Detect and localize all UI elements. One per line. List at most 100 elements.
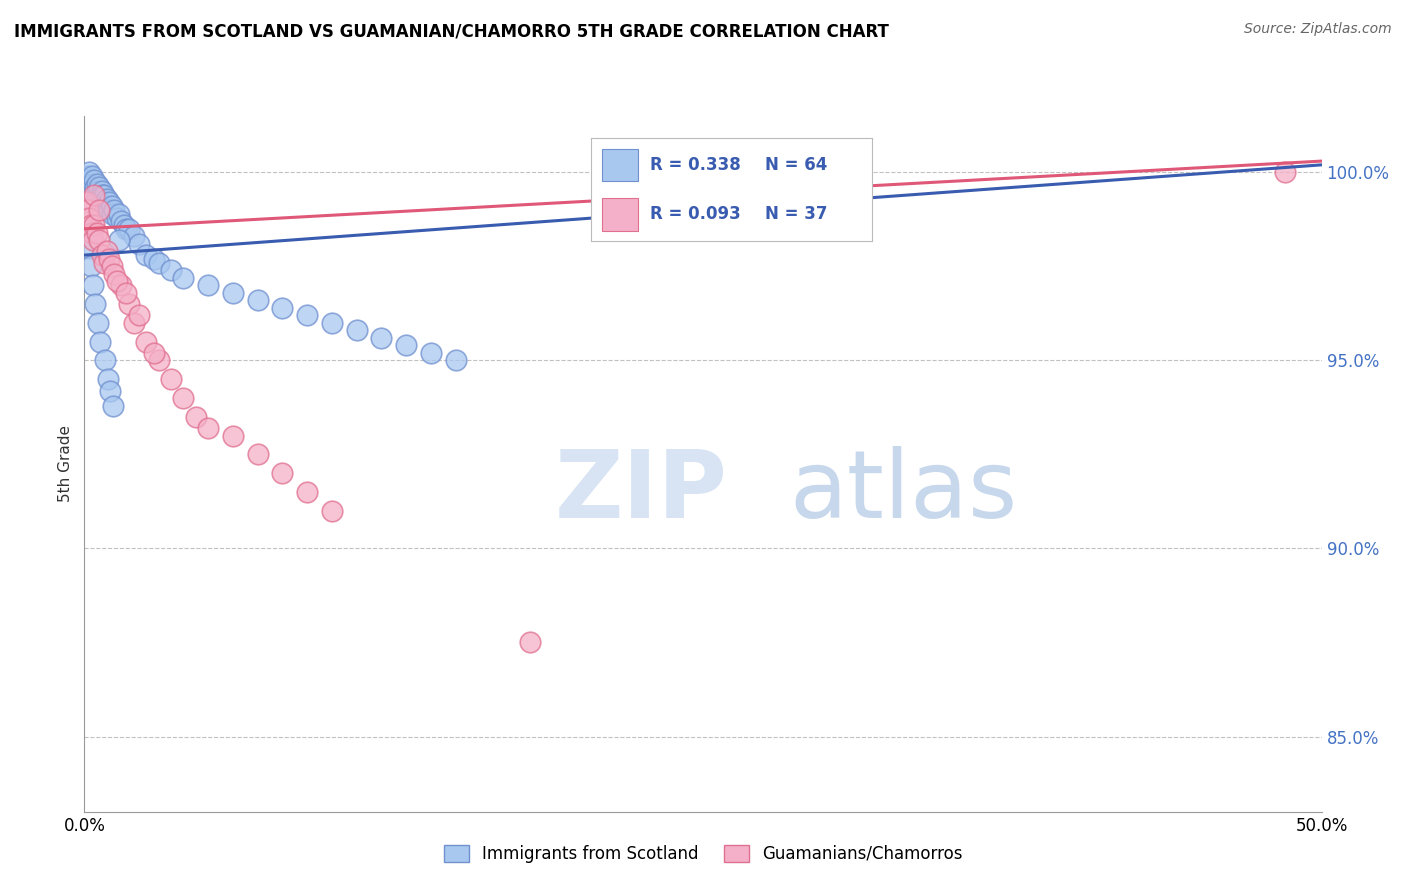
Point bbox=[89, 180, 111, 194]
Point bbox=[197, 278, 219, 293]
Point bbox=[90, 188, 112, 202]
Point bbox=[128, 236, 150, 251]
Point bbox=[100, 199, 122, 213]
Point bbox=[444, 353, 467, 368]
Point bbox=[148, 255, 170, 269]
Point bbox=[1274, 165, 1296, 179]
Point bbox=[96, 199, 118, 213]
Point bbox=[98, 195, 121, 210]
Point bbox=[271, 301, 294, 315]
Point bbox=[97, 372, 120, 386]
Point bbox=[83, 188, 105, 202]
Point bbox=[82, 177, 104, 191]
Point bbox=[83, 218, 105, 232]
Point bbox=[108, 207, 131, 221]
Point bbox=[172, 270, 194, 285]
Y-axis label: 5th Grade: 5th Grade bbox=[58, 425, 73, 502]
Point bbox=[80, 169, 103, 183]
Point bbox=[77, 241, 100, 255]
Point bbox=[93, 255, 115, 269]
Point bbox=[77, 169, 100, 183]
Point bbox=[160, 263, 183, 277]
Point bbox=[271, 467, 294, 481]
Point bbox=[148, 353, 170, 368]
Point bbox=[100, 207, 122, 221]
Point bbox=[122, 316, 145, 330]
Point bbox=[87, 316, 110, 330]
Point bbox=[89, 334, 111, 349]
Point bbox=[86, 177, 108, 191]
Point bbox=[89, 202, 111, 217]
Point bbox=[184, 409, 207, 424]
Point bbox=[115, 285, 138, 300]
Text: atlas: atlas bbox=[790, 446, 1018, 538]
Point bbox=[80, 226, 103, 240]
Point bbox=[110, 278, 132, 293]
Point bbox=[93, 188, 115, 202]
Point bbox=[94, 353, 117, 368]
Point bbox=[321, 316, 343, 330]
Point bbox=[79, 173, 101, 187]
Point bbox=[79, 177, 101, 191]
Point bbox=[89, 233, 111, 247]
Point bbox=[76, 173, 98, 187]
Point bbox=[82, 278, 104, 293]
Point bbox=[118, 297, 141, 311]
Point bbox=[84, 180, 107, 194]
Text: N = 37: N = 37 bbox=[765, 205, 827, 223]
Point bbox=[115, 221, 138, 235]
Point bbox=[295, 485, 318, 500]
Text: ZIP: ZIP bbox=[554, 446, 727, 538]
Text: IMMIGRANTS FROM SCOTLAND VS GUAMANIAN/CHAMORRO 5TH GRADE CORRELATION CHART: IMMIGRANTS FROM SCOTLAND VS GUAMANIAN/CH… bbox=[14, 22, 889, 40]
Point bbox=[93, 195, 115, 210]
Point bbox=[246, 293, 269, 308]
Point bbox=[91, 192, 114, 206]
Point bbox=[76, 195, 98, 210]
Point bbox=[142, 252, 165, 266]
Point bbox=[108, 233, 131, 247]
Point bbox=[79, 218, 101, 232]
Point bbox=[105, 211, 128, 225]
Point bbox=[87, 184, 110, 198]
Point bbox=[118, 221, 141, 235]
Point bbox=[295, 308, 318, 322]
Point bbox=[128, 308, 150, 322]
Text: R = 0.338: R = 0.338 bbox=[650, 156, 741, 174]
Point bbox=[98, 384, 121, 398]
Point bbox=[84, 297, 107, 311]
Point bbox=[98, 252, 121, 266]
Bar bbox=[602, 149, 638, 181]
Point bbox=[419, 346, 441, 360]
Text: Source: ZipAtlas.com: Source: ZipAtlas.com bbox=[1244, 22, 1392, 37]
Point bbox=[135, 334, 157, 349]
Point bbox=[222, 428, 245, 442]
Point bbox=[100, 260, 122, 274]
Text: R = 0.093: R = 0.093 bbox=[650, 205, 741, 223]
Point bbox=[222, 285, 245, 300]
Point bbox=[98, 202, 121, 217]
Bar bbox=[602, 198, 638, 230]
Point bbox=[86, 226, 108, 240]
Point bbox=[142, 346, 165, 360]
Point bbox=[105, 275, 128, 289]
Point bbox=[83, 184, 105, 198]
Point bbox=[370, 331, 392, 345]
Point bbox=[246, 447, 269, 461]
Point bbox=[122, 229, 145, 244]
Point bbox=[101, 399, 124, 413]
Point bbox=[395, 338, 418, 352]
Point bbox=[519, 635, 541, 649]
Point bbox=[160, 372, 183, 386]
Point bbox=[346, 323, 368, 337]
Point bbox=[86, 188, 108, 202]
Point bbox=[90, 184, 112, 198]
Text: N = 64: N = 64 bbox=[765, 156, 827, 174]
Point bbox=[90, 248, 112, 262]
Point bbox=[79, 165, 101, 179]
Point bbox=[79, 260, 101, 274]
Point bbox=[172, 391, 194, 405]
Point bbox=[112, 218, 135, 232]
Point bbox=[80, 221, 103, 235]
Legend: Immigrants from Scotland, Guamanians/Chamorros: Immigrants from Scotland, Guamanians/Cha… bbox=[437, 838, 969, 870]
Point bbox=[82, 233, 104, 247]
